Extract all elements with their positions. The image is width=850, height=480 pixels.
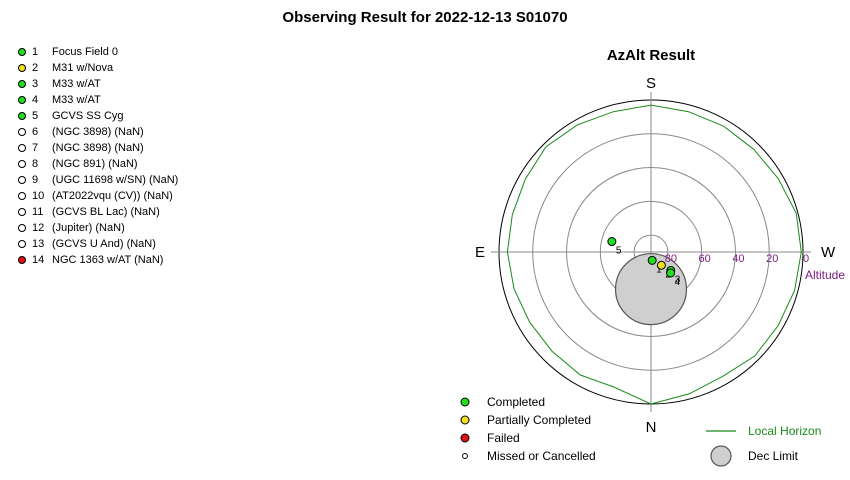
target-name: GCVS SS Cyg (52, 110, 124, 122)
target-number: 1 (32, 46, 39, 58)
target-number: 13 (32, 238, 45, 250)
target-point (656, 260, 666, 270)
altitude-axis-label: Altitude (805, 268, 845, 282)
status-dot-icon (18, 192, 26, 200)
status-dot-icon (18, 144, 26, 152)
target-name: (NGC 891) (NaN) (52, 158, 138, 170)
local-horizon-legend-label: Local Horizon (748, 424, 821, 438)
target-name: M31 w/Nova (52, 62, 114, 74)
target-name: (NGC 3898) (NaN) (52, 126, 144, 138)
altitude-tick-label: 40 (732, 253, 744, 265)
target-number: 5 (32, 110, 39, 122)
status-dot-icon (18, 112, 26, 120)
compass-n-label: N (646, 419, 657, 436)
target-number: 2 (32, 62, 39, 74)
legend-failed-label: Failed (487, 431, 520, 445)
target-number: 12 (32, 222, 45, 234)
target-name: M33 w/AT (52, 78, 101, 90)
local-horizon-line (506, 104, 802, 405)
altitude-tick-label: 60 (699, 253, 711, 265)
altitude-tick-label: 0 (803, 253, 809, 265)
status-dot-icon (18, 48, 26, 56)
target-name: (Jupiter) (NaN) (52, 222, 125, 234)
status-dot-icon (18, 176, 26, 184)
target-number: 6 (32, 126, 39, 138)
status-dot-icon (18, 240, 26, 248)
legend-missed-icon (462, 453, 468, 459)
legend-partial-label: Partially Completed (487, 413, 591, 427)
status-dot-icon (18, 96, 26, 104)
compass-s-label: S (646, 75, 656, 92)
legend-missed-label: Missed or Cancelled (487, 449, 596, 463)
status-dot-icon (18, 224, 26, 232)
page-title: Observing Result for 2022-12-13 S01070 (282, 9, 568, 26)
target-name: M33 w/AT (52, 94, 101, 106)
target-number: 3 (32, 78, 39, 90)
target-name: (NGC 3898) (NaN) (52, 142, 144, 154)
compass-w-label: W (821, 244, 836, 261)
target-number: 11 (32, 206, 44, 218)
target-point-label: 1 (656, 264, 662, 275)
target-name: (UGC 11698 w/SN) (NaN) (52, 174, 179, 186)
legend-failed-icon (460, 433, 470, 443)
target-point-label: 5 (616, 246, 622, 257)
target-number: 4 (32, 94, 39, 106)
legend-partial-icon (460, 415, 470, 425)
target-point (666, 268, 676, 278)
target-number: 8 (32, 158, 39, 170)
target-point (647, 255, 657, 265)
altitude-tick-label: 20 (766, 253, 778, 265)
target-point-label: 4 (675, 277, 681, 288)
target-number: 7 (32, 142, 39, 154)
target-name: (GCVS BL Lac) (NaN) (52, 206, 160, 218)
status-dot-icon (18, 64, 26, 72)
target-name: NGC 1363 w/AT (NaN) (52, 254, 164, 266)
status-dot-icon (18, 80, 26, 88)
altitude-tick-label: 80 (665, 253, 677, 265)
target-number: 10 (32, 190, 45, 202)
target-point-label: 3 (675, 274, 681, 285)
target-point (607, 237, 617, 247)
status-dot-icon (18, 256, 26, 264)
legend-completed-label: Completed (487, 395, 545, 409)
compass-e-label: E (475, 244, 485, 261)
chart-title: AzAlt Result (607, 47, 695, 64)
status-dot-icon (18, 128, 26, 136)
target-number: 9 (32, 174, 39, 186)
dec-limit-legend-icon (710, 445, 732, 467)
target-name: (GCVS U And) (NaN) (52, 238, 156, 250)
dec-limit-legend-label: Dec Limit (748, 449, 799, 463)
target-number: 14 (32, 254, 45, 266)
target-name: (AT2022vqu (CV)) (NaN) (52, 190, 173, 202)
status-dot-icon (18, 160, 26, 168)
status-dot-icon (18, 208, 26, 216)
target-name: Focus Field 0 (52, 46, 119, 58)
legend-completed-icon (460, 397, 470, 407)
